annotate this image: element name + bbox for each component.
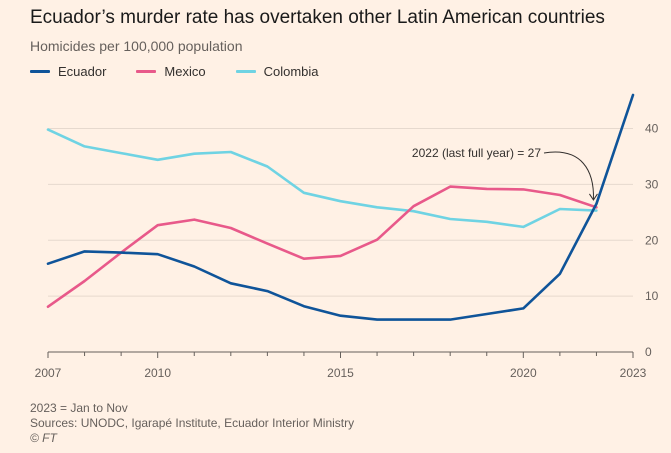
y-tick-label: 40 bbox=[645, 122, 659, 136]
legend-item-ecuador: Ecuador bbox=[30, 64, 106, 79]
annotation-arrowhead bbox=[589, 193, 598, 201]
series-line-mexico bbox=[46, 185, 598, 309]
chart-footer: 2023 = Jan to Nov Sources: UNODC, Igarap… bbox=[30, 401, 354, 446]
legend-swatch-colombia bbox=[235, 70, 256, 73]
legend-item-colombia: Colombia bbox=[235, 64, 319, 79]
y-tick-label: 0 bbox=[645, 345, 652, 359]
y-tick-label: 30 bbox=[645, 177, 659, 191]
series-line-ecuador bbox=[46, 93, 635, 321]
x-axis: 2007 2010 2015 2020 2023 bbox=[35, 351, 647, 380]
x-tick-label: 2007 bbox=[35, 366, 62, 380]
footnote: 2023 = Jan to Nov bbox=[30, 401, 128, 415]
y-tick-label: 20 bbox=[645, 233, 659, 247]
legend-label-mexico: Mexico bbox=[164, 64, 206, 79]
chart-subtitle: Homicides per 100,000 population bbox=[30, 38, 243, 54]
x-tick-label: 2020 bbox=[510, 366, 537, 380]
y-tick-label: 10 bbox=[645, 289, 659, 303]
series-line-colombia bbox=[46, 128, 598, 229]
y-axis: 0 10 20 30 40 bbox=[645, 122, 659, 359]
series-lines bbox=[46, 93, 635, 321]
sources-note: Sources: UNODC, Igarapé Institute, Ecuad… bbox=[30, 416, 355, 430]
annotation: 2022 (last full year) = 27 bbox=[412, 146, 598, 201]
x-tick-label: 2010 bbox=[144, 366, 171, 380]
gridlines bbox=[48, 128, 633, 297]
chart-title: Ecuador’s murder rate has overtaken othe… bbox=[30, 7, 605, 28]
legend-swatch-mexico bbox=[136, 70, 157, 73]
annotation-text: 2022 (last full year) = 27 bbox=[412, 146, 541, 160]
chart-legend: Ecuador Mexico Colombia bbox=[30, 64, 349, 79]
legend-label-ecuador: Ecuador bbox=[58, 64, 107, 79]
legend-swatch-ecuador bbox=[30, 70, 50, 73]
x-tick-label: 2023 bbox=[620, 366, 647, 380]
copyright-note: © FT bbox=[30, 431, 57, 445]
x-tick-label: 2015 bbox=[327, 366, 354, 380]
annotation-arrow bbox=[543, 151, 594, 200]
legend-label-colombia: Colombia bbox=[263, 64, 319, 79]
legend-item-mexico: Mexico bbox=[136, 64, 206, 79]
